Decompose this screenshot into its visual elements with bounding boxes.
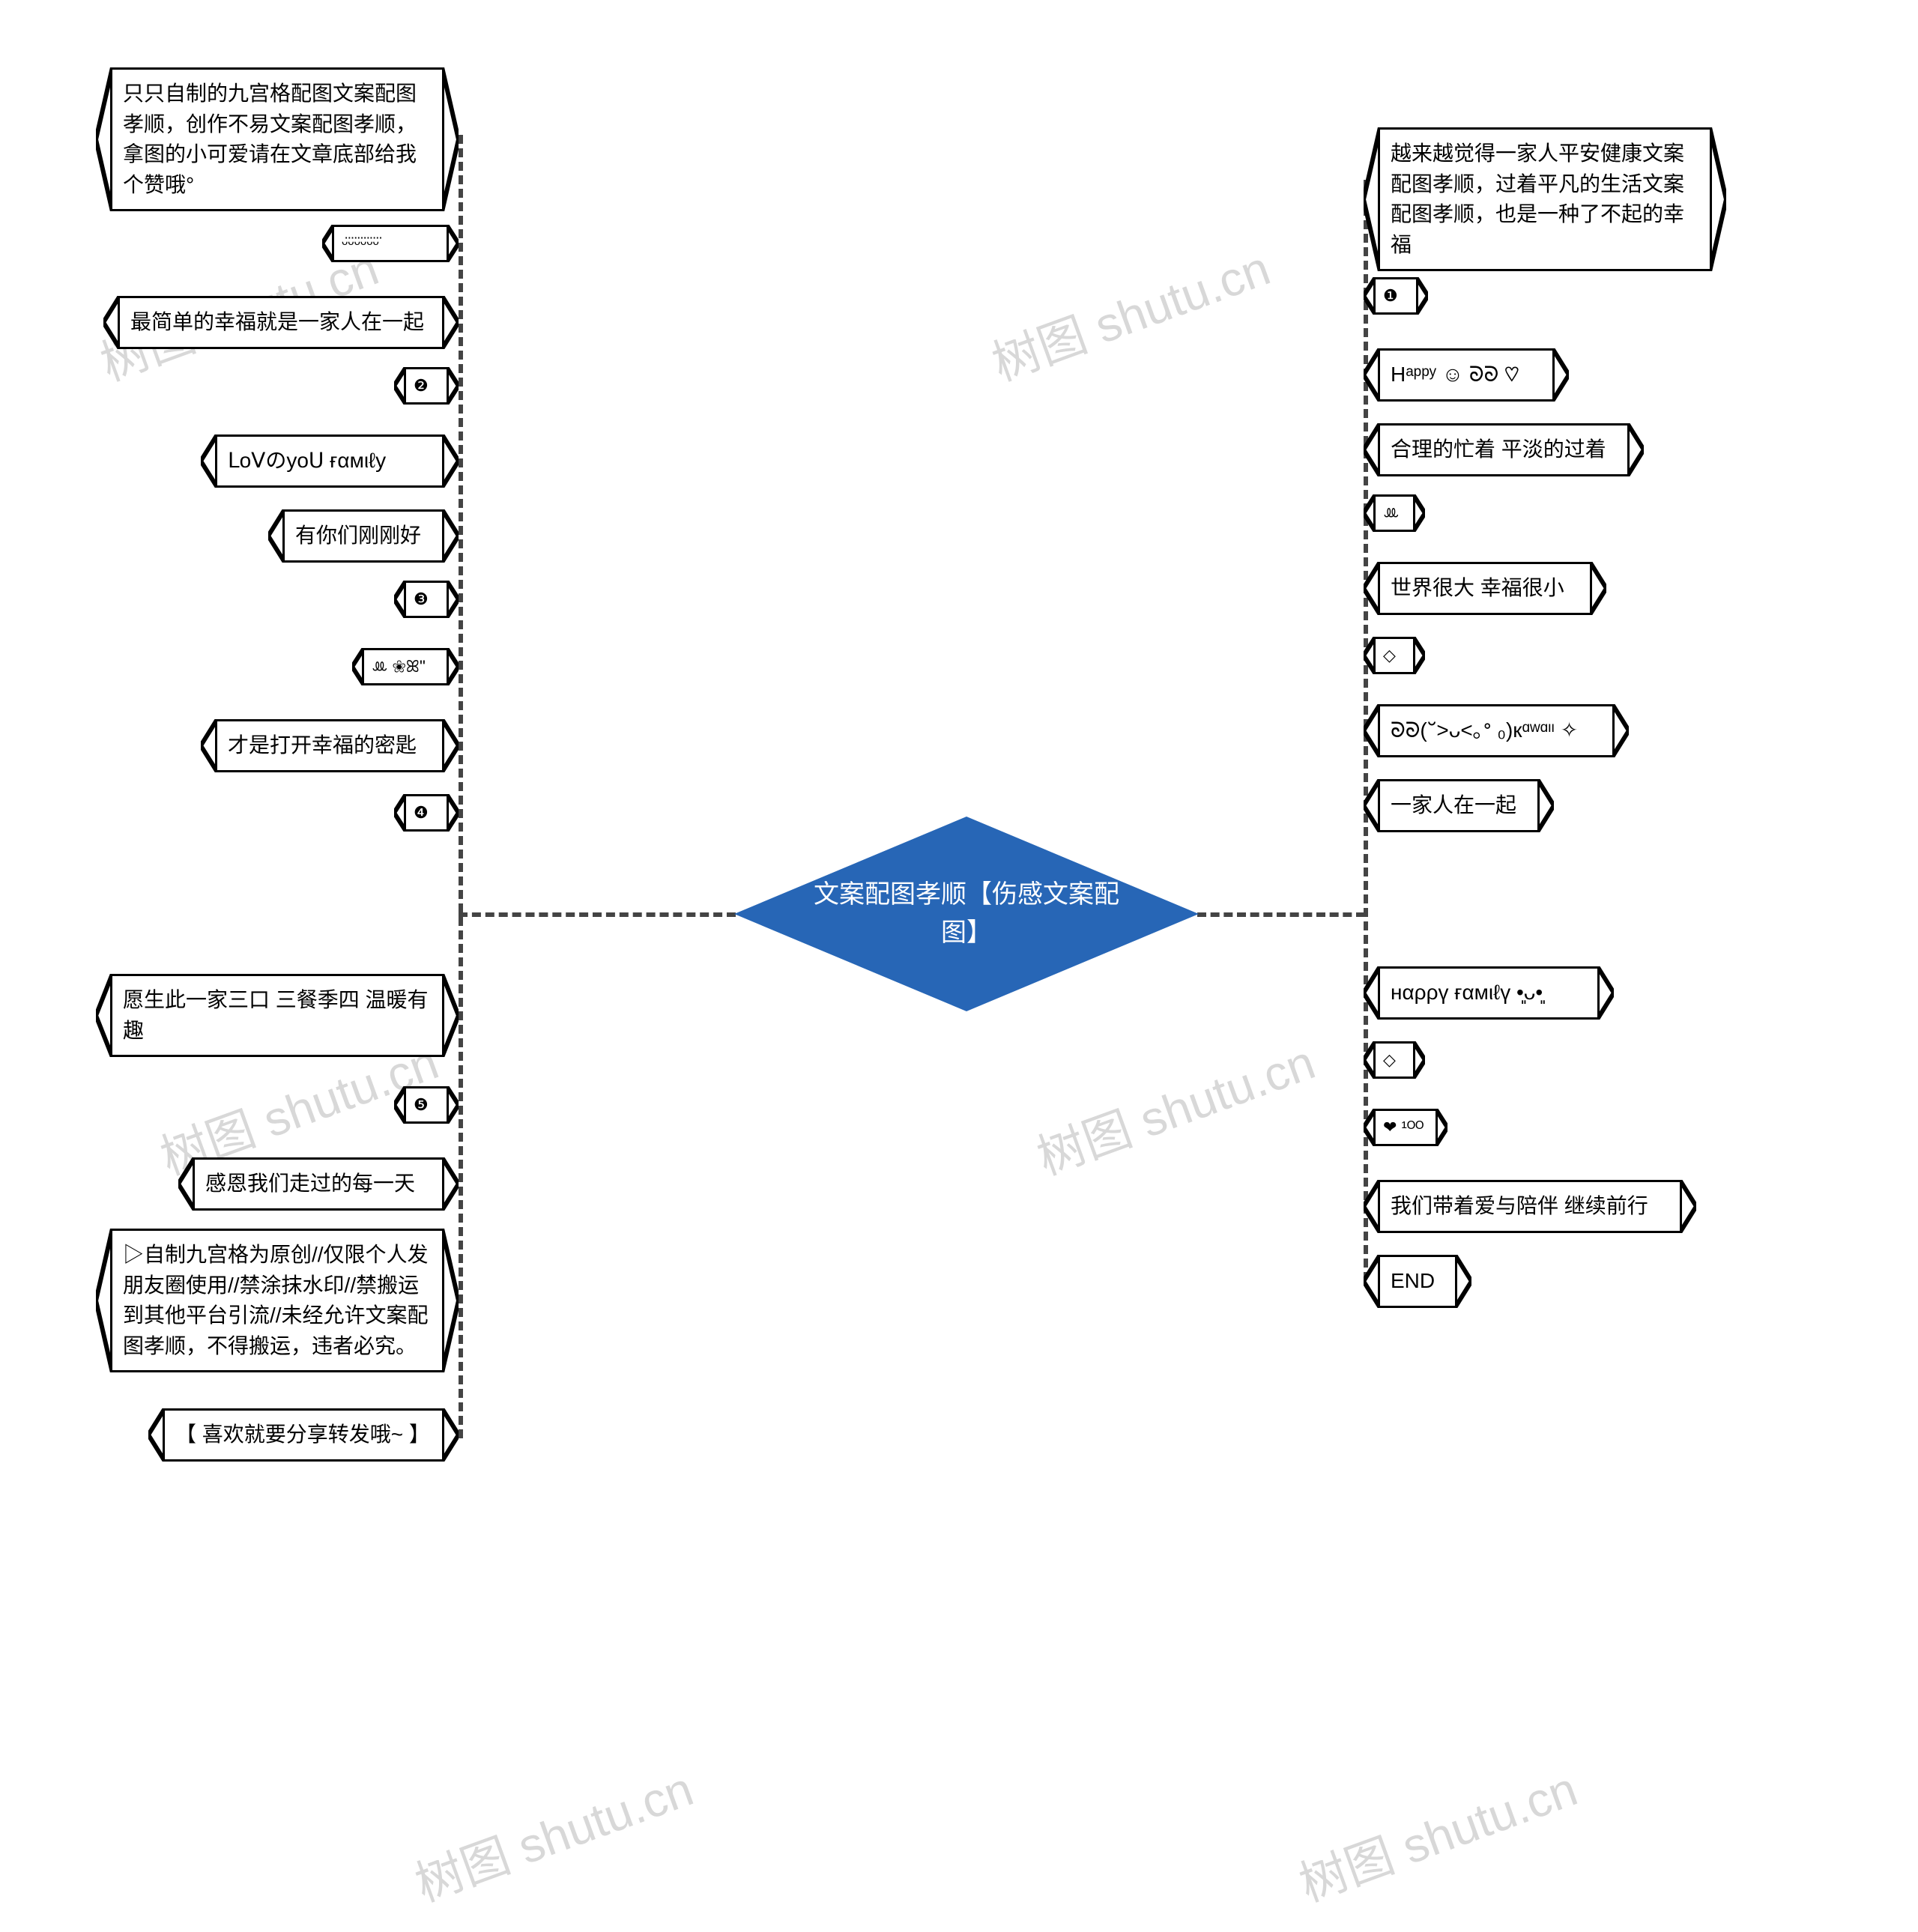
left-node-text: ❺ bbox=[406, 1086, 447, 1124]
right-node-text: Hᵃᵖᵖʸ ☺ ᘐᘐ ♡ bbox=[1380, 348, 1552, 402]
right-node: ᘐᘐ(ᐡ>ᴗ<｡ᐤ ₀)кᵅʷᵅᶦᶦ ✧ bbox=[1364, 704, 1629, 757]
left-node: 感恩我们走过的每一天 bbox=[178, 1157, 459, 1211]
center-left-link bbox=[459, 912, 736, 917]
left-node: ❸ bbox=[394, 581, 459, 618]
right-node: Hᵃᵖᵖʸ ☺ ᘐᘐ ♡ bbox=[1364, 348, 1569, 402]
right-node: 合理的忙着 平淡的过着 bbox=[1364, 423, 1644, 476]
right-node-text: ᘐᘐ(ᐡ>ᴗ<｡ᐤ ₀)кᵅʷᵅᶦᶦ ✧ bbox=[1380, 704, 1612, 757]
left-node-text: 只只自制的九宫格配图文案配图孝顺，创作不易文案配图孝顺，拿图的小可爱请在文章底部… bbox=[112, 67, 442, 211]
center-topic-text: 文案配图孝顺【伤感文案配图】 bbox=[809, 876, 1124, 952]
right-node-text: 我们带着爱与陪伴 继续前行 bbox=[1380, 1180, 1680, 1233]
right-node-text: 越来越觉得一家人平安健康文案配图孝顺，过着平凡的生活文案配图孝顺，也是一种了不起… bbox=[1380, 127, 1710, 271]
right-node: нαρρү ғαмιℓү •͈ᴗ•͈ bbox=[1364, 966, 1614, 1020]
right-node-text: 一家人在一起 bbox=[1380, 779, 1537, 832]
left-node: ꔛ ❀ꕤ" bbox=[352, 648, 459, 685]
left-node-text: ❷ bbox=[406, 367, 447, 405]
left-node-text: ▷自制九宫格为原创//仅限个人发朋友圈使用//禁涂抹水印//禁搬运到其他平台引流… bbox=[112, 1229, 442, 1372]
left-node-text: ❹ bbox=[406, 794, 447, 832]
left-node: ᒪoᐯのуoᑌ ғαмιℓу bbox=[201, 434, 459, 488]
left-node-text: 最简单的幸福就是一家人在一起 bbox=[120, 296, 442, 349]
left-node: 才是打开幸福的密匙 bbox=[201, 719, 459, 772]
left-node: 最简单的幸福就是一家人在一起 bbox=[103, 296, 459, 349]
watermark: 树图 shutu.cn bbox=[981, 230, 1278, 394]
left-node: ❺ bbox=[394, 1086, 459, 1124]
watermark: 树图 shutu.cn bbox=[1026, 1024, 1323, 1188]
right-node: ❶ bbox=[1364, 277, 1428, 315]
left-node: ❷ bbox=[394, 367, 459, 405]
left-node: 只只自制的九宫格配图文案配图孝顺，创作不易文案配图孝顺，拿图的小可爱请在文章底部… bbox=[96, 67, 459, 211]
center-topic: 文案配图孝顺【伤感文案配图】 bbox=[734, 817, 1199, 1011]
left-node-text: 有你们刚刚好 bbox=[285, 509, 442, 563]
center-right-link bbox=[1197, 912, 1365, 917]
left-node-text: 愿生此一家三口 三餐季四 温暖有趣 bbox=[112, 974, 442, 1057]
right-node-text: ❤ ¹ᴼᴼ bbox=[1376, 1109, 1436, 1146]
watermark: 树图 shutu.cn bbox=[1289, 1751, 1585, 1915]
right-node: ◇ bbox=[1364, 637, 1425, 674]
left-node-text: ❸ bbox=[406, 581, 447, 618]
left-node: ❹ bbox=[394, 794, 459, 832]
right-node: 我们带着爱与陪伴 继续前行 bbox=[1364, 1180, 1696, 1233]
right-node: END bbox=[1364, 1255, 1471, 1308]
left-node: ▷自制九宫格为原创//仅限个人发朋友圈使用//禁涂抹水印//禁搬运到其他平台引流… bbox=[96, 1229, 459, 1372]
left-node: ᵕ̈ᵕ̈ᵕ̈ᵕ̈ᵕ̈ᵕ̈ bbox=[322, 225, 459, 262]
left-node: 愿生此一家三口 三餐季四 温暖有趣 bbox=[96, 974, 459, 1057]
right-node-text: ❶ bbox=[1376, 277, 1416, 315]
left-node-text: 才是打开幸福的密匙 bbox=[217, 719, 442, 772]
right-node-text: ◇ bbox=[1376, 1041, 1413, 1079]
right-node-text: нαρρү ғαмιℓү •͈ᴗ•͈ bbox=[1380, 966, 1597, 1020]
left-node-text: 【 喜欢就要分享转发哦~ 】 bbox=[165, 1408, 442, 1462]
watermark: 树图 shutu.cn bbox=[405, 1751, 701, 1915]
left-node: 【 喜欢就要分享转发哦~ 】 bbox=[148, 1408, 459, 1462]
right-node: ❤ ¹ᴼᴼ bbox=[1364, 1109, 1447, 1146]
left-spine bbox=[459, 135, 463, 1438]
right-node-text: ◇ bbox=[1376, 637, 1413, 674]
right-node-text: END bbox=[1380, 1255, 1455, 1308]
left-node-text: ᒪoᐯのуoᑌ ғαмιℓу bbox=[217, 434, 442, 488]
right-node: 一家人在一起 bbox=[1364, 779, 1554, 832]
right-node: ◇ bbox=[1364, 1041, 1425, 1079]
right-node: ꔛ bbox=[1364, 494, 1425, 532]
right-node-text: ꔛ bbox=[1376, 494, 1413, 532]
right-node-text: 合理的忙着 平淡的过着 bbox=[1380, 423, 1627, 476]
left-node: 有你们刚刚好 bbox=[268, 509, 459, 563]
right-node-text: 世界很大 幸福很小 bbox=[1380, 562, 1590, 615]
right-node: 世界很大 幸福很小 bbox=[1364, 562, 1606, 615]
left-node-text: 感恩我们走过的每一天 bbox=[195, 1157, 442, 1211]
right-node: 越来越觉得一家人平安健康文案配图孝顺，过着平凡的生活文案配图孝顺，也是一种了不起… bbox=[1364, 127, 1726, 271]
left-node-text: ᵕ̈ᵕ̈ᵕ̈ᵕ̈ᵕ̈ᵕ̈ bbox=[334, 225, 447, 262]
left-node-text: ꔛ ❀ꕤ" bbox=[364, 648, 447, 685]
